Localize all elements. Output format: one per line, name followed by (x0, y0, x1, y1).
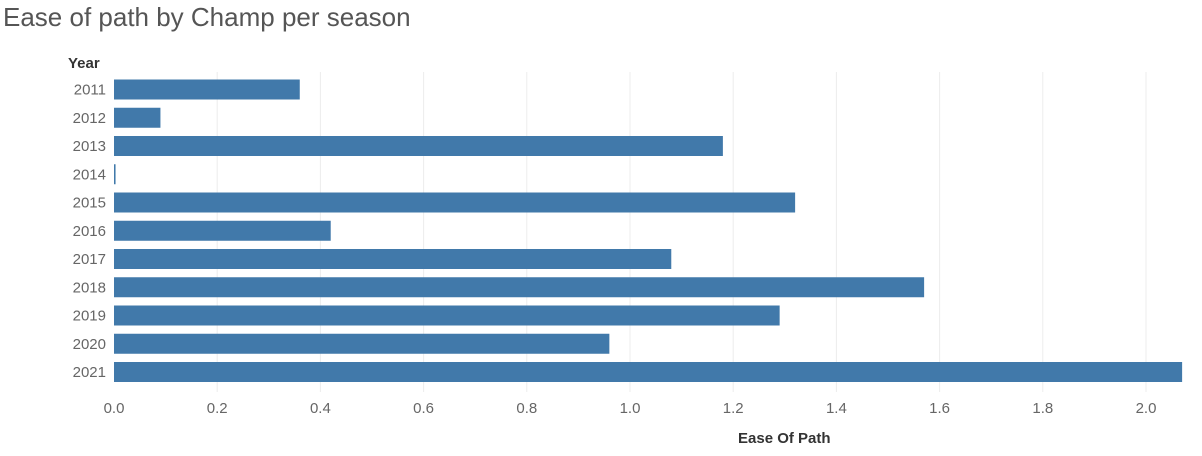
y-tick-label: 2021 (73, 364, 106, 381)
y-tick-label: 2017 (73, 251, 106, 268)
y-tick-label: 2019 (73, 308, 106, 325)
y-tick-label: 2011 (74, 82, 106, 99)
bars (114, 79, 1183, 382)
x-tick-label: 0.2 (207, 400, 228, 417)
bar-2018 (114, 277, 925, 298)
bar-2012 (114, 107, 161, 128)
x-tick-label: 0.6 (413, 400, 434, 417)
y-axis-title: Year (68, 55, 100, 72)
bar-2020 (114, 333, 610, 354)
y-tick-label: 2020 (73, 336, 106, 353)
chart-title: Ease of path by Champ per season (3, 2, 411, 32)
y-tick-label: 2018 (73, 279, 106, 296)
bar-2016 (114, 220, 331, 241)
y-tick-label: 2016 (73, 223, 106, 240)
x-tick-label: 1.0 (620, 400, 641, 417)
x-tick-labels: 0.0 0.2 0.4 0.6 0.8 1.0 1.2 1.4 1.6 1.8 2.0 (104, 400, 1157, 417)
bar-2013 (114, 136, 723, 156)
x-tick-label: 1.6 (929, 400, 950, 417)
x-tick-label: 1.2 (723, 400, 744, 417)
bar-2017 (114, 249, 672, 269)
bar-2021 (114, 362, 1183, 382)
y-tick-label: 2014 (73, 166, 106, 183)
bar-2014 (114, 164, 116, 185)
y-tick-labels: 2011 2012 2013 2014 2015 2016 2017 2018 2019 2020… (73, 82, 106, 382)
x-tick-label: 1.8 (1032, 400, 1053, 417)
y-tick-label: 2012 (73, 110, 106, 127)
x-tick-label: 0.8 (516, 400, 537, 417)
x-axis-title: Ease Of Path (738, 430, 831, 447)
bar-2015 (114, 192, 796, 213)
x-tick-label: 0.4 (310, 400, 331, 417)
bar-2011 (114, 79, 300, 100)
bar-2019 (114, 305, 780, 326)
x-tick-label: 1.4 (826, 400, 847, 417)
y-tick-label: 2013 (73, 138, 106, 155)
x-tick-label: 0.0 (104, 400, 125, 417)
y-tick-label: 2015 (73, 195, 106, 212)
x-tick-label: 2.0 (1136, 400, 1157, 417)
